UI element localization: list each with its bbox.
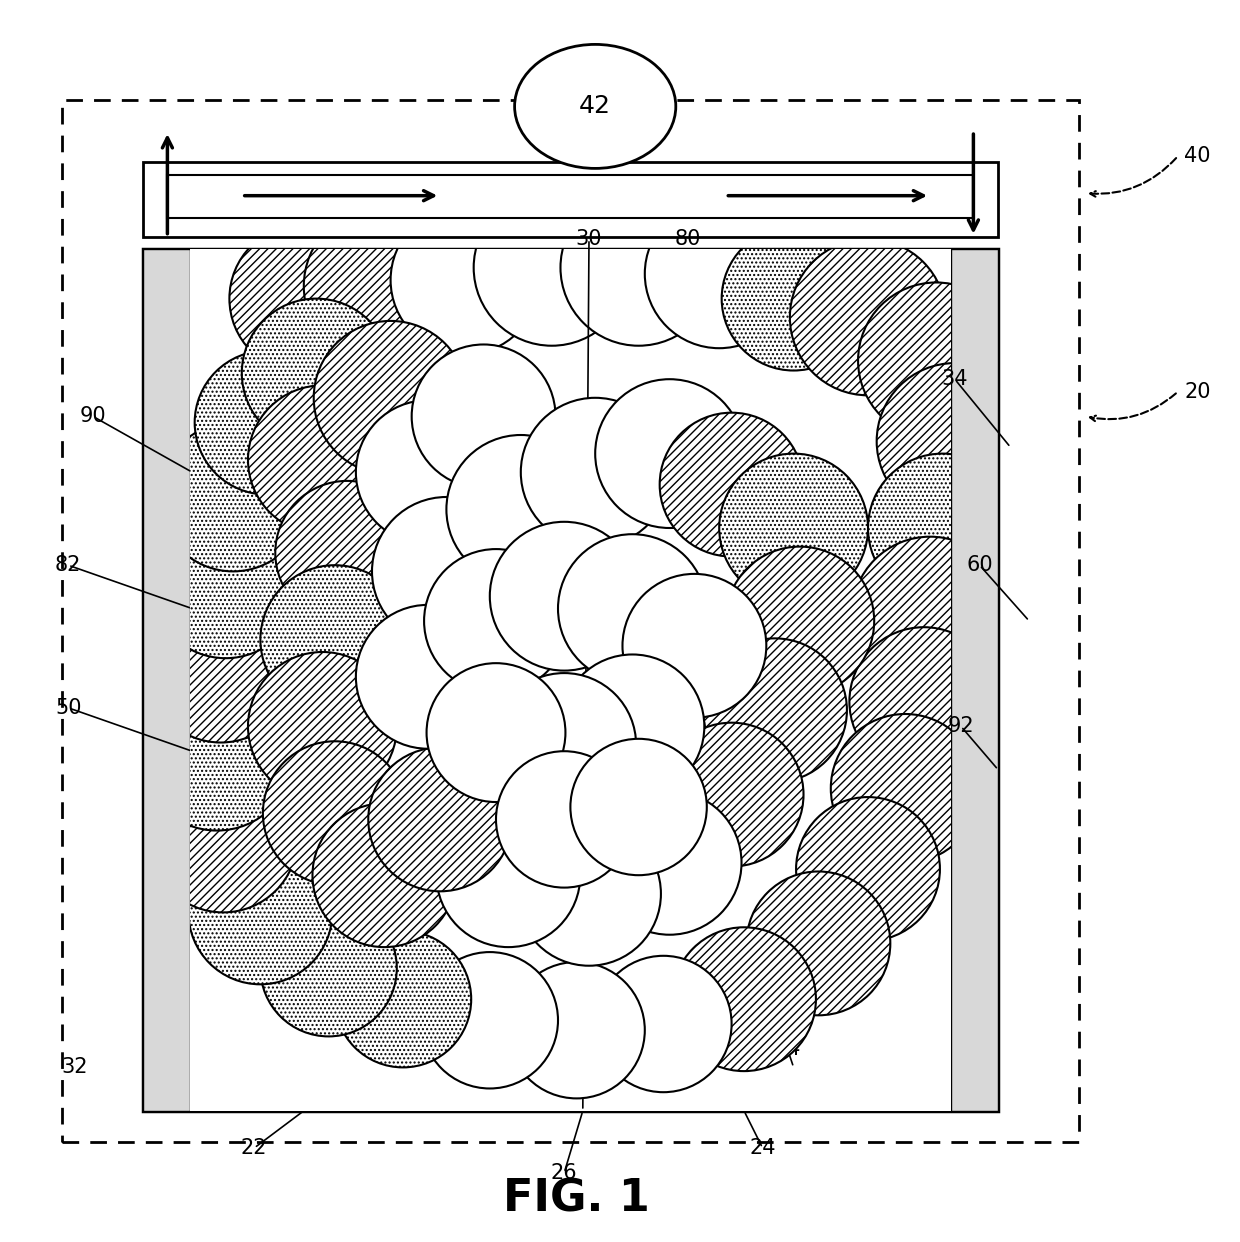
Text: 90: 90 bbox=[79, 406, 107, 426]
Bar bbox=[951, 248, 998, 1110]
Text: 50: 50 bbox=[55, 698, 82, 718]
Text: 84: 84 bbox=[774, 1038, 801, 1058]
Circle shape bbox=[672, 928, 816, 1071]
Circle shape bbox=[645, 200, 794, 348]
Circle shape bbox=[368, 748, 512, 892]
Circle shape bbox=[558, 534, 707, 683]
Circle shape bbox=[492, 673, 636, 817]
Circle shape bbox=[725, 546, 874, 696]
Circle shape bbox=[146, 594, 295, 743]
Text: 30: 30 bbox=[575, 229, 603, 250]
Circle shape bbox=[622, 574, 766, 718]
Circle shape bbox=[877, 363, 1033, 519]
Circle shape bbox=[248, 385, 397, 534]
Circle shape bbox=[314, 320, 467, 474]
Circle shape bbox=[304, 206, 465, 366]
Circle shape bbox=[412, 344, 556, 488]
Circle shape bbox=[422, 953, 558, 1088]
Text: 32: 32 bbox=[61, 1057, 88, 1077]
Bar bbox=[190, 248, 951, 1110]
Circle shape bbox=[521, 397, 670, 546]
Circle shape bbox=[229, 225, 378, 373]
Circle shape bbox=[849, 627, 998, 776]
Circle shape bbox=[703, 638, 847, 782]
Circle shape bbox=[660, 723, 804, 867]
Circle shape bbox=[195, 350, 339, 494]
Circle shape bbox=[474, 190, 630, 345]
Circle shape bbox=[660, 412, 804, 556]
Circle shape bbox=[312, 804, 456, 948]
Bar bbox=[143, 163, 998, 236]
Text: 60: 60 bbox=[966, 555, 993, 575]
Circle shape bbox=[796, 797, 940, 941]
Circle shape bbox=[140, 677, 294, 831]
Circle shape bbox=[722, 227, 866, 370]
Text: FIG. 1: FIG. 1 bbox=[503, 1177, 650, 1221]
Text: 22: 22 bbox=[241, 1138, 268, 1158]
Text: 92: 92 bbox=[947, 717, 975, 737]
Circle shape bbox=[372, 497, 521, 646]
Circle shape bbox=[424, 549, 568, 693]
Circle shape bbox=[517, 822, 661, 966]
Circle shape bbox=[391, 206, 539, 354]
Circle shape bbox=[496, 751, 632, 888]
Circle shape bbox=[248, 652, 397, 801]
Text: 34: 34 bbox=[941, 369, 968, 389]
Circle shape bbox=[831, 714, 980, 863]
Circle shape bbox=[151, 509, 300, 658]
Circle shape bbox=[335, 932, 471, 1067]
Ellipse shape bbox=[515, 45, 676, 169]
Circle shape bbox=[746, 872, 890, 1015]
Circle shape bbox=[159, 422, 308, 571]
Text: 40: 40 bbox=[1184, 147, 1210, 166]
Circle shape bbox=[490, 522, 639, 671]
Text: 24: 24 bbox=[749, 1138, 776, 1158]
Circle shape bbox=[595, 956, 732, 1092]
Text: 26: 26 bbox=[551, 1163, 578, 1182]
Circle shape bbox=[436, 804, 580, 948]
Circle shape bbox=[275, 481, 419, 625]
Bar bbox=[143, 248, 998, 1110]
Bar bbox=[62, 101, 1079, 1141]
Circle shape bbox=[852, 537, 1008, 693]
Circle shape bbox=[260, 565, 409, 714]
Circle shape bbox=[560, 655, 704, 799]
Circle shape bbox=[719, 453, 868, 602]
Circle shape bbox=[570, 739, 707, 876]
Circle shape bbox=[242, 298, 391, 447]
Circle shape bbox=[595, 379, 744, 528]
Circle shape bbox=[508, 963, 645, 1098]
Circle shape bbox=[263, 741, 407, 886]
Circle shape bbox=[560, 190, 717, 345]
Circle shape bbox=[598, 791, 742, 935]
Text: 20: 20 bbox=[1184, 381, 1210, 401]
Text: 82: 82 bbox=[55, 555, 82, 575]
Circle shape bbox=[356, 605, 500, 749]
Text: 42: 42 bbox=[579, 94, 611, 118]
Bar bbox=[143, 248, 190, 1110]
Circle shape bbox=[260, 900, 397, 1036]
Bar bbox=[167, 175, 973, 219]
Circle shape bbox=[868, 453, 1017, 602]
Text: 80: 80 bbox=[675, 229, 702, 250]
Circle shape bbox=[188, 841, 332, 985]
Circle shape bbox=[356, 400, 500, 544]
Circle shape bbox=[446, 435, 595, 584]
Circle shape bbox=[427, 663, 565, 802]
Circle shape bbox=[149, 764, 298, 913]
Circle shape bbox=[790, 238, 946, 395]
Circle shape bbox=[858, 282, 1014, 438]
